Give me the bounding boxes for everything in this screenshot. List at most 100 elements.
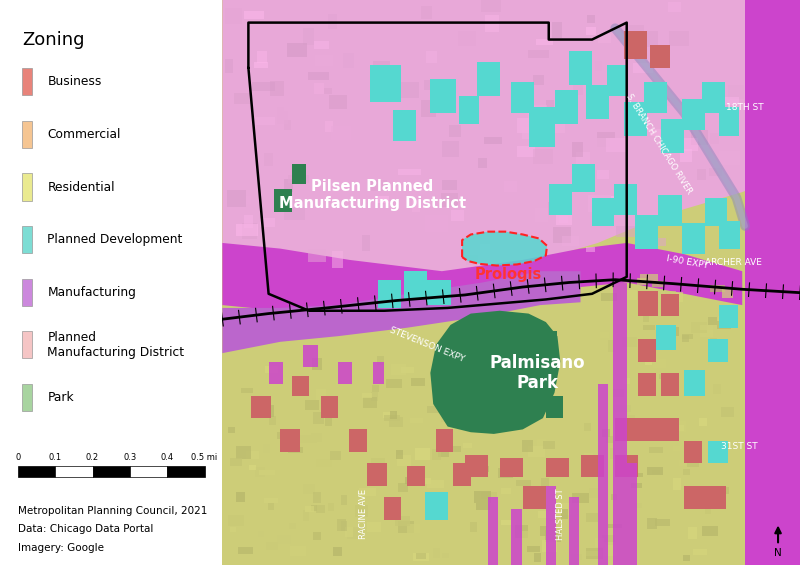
Bar <box>631 483 642 489</box>
Bar <box>638 291 658 316</box>
Bar <box>522 486 546 508</box>
Bar <box>442 141 459 157</box>
Bar <box>397 455 411 466</box>
Bar <box>586 512 598 522</box>
Bar <box>300 435 317 443</box>
Bar <box>235 224 258 236</box>
Bar <box>516 480 531 486</box>
Bar <box>653 359 666 368</box>
Bar <box>666 425 684 431</box>
Bar <box>341 495 346 505</box>
Bar <box>227 190 246 207</box>
Bar <box>234 93 251 105</box>
Bar <box>586 85 610 119</box>
Bar <box>652 470 660 475</box>
Text: Business: Business <box>47 75 102 89</box>
Bar <box>242 388 253 393</box>
Bar <box>260 218 275 227</box>
Bar <box>718 98 738 105</box>
Bar <box>22 68 32 95</box>
Bar <box>572 142 583 158</box>
Bar <box>570 554 582 560</box>
Bar <box>562 236 578 246</box>
Bar <box>254 62 268 68</box>
Bar <box>370 393 378 401</box>
Bar <box>517 146 535 157</box>
Bar <box>614 184 637 215</box>
Bar <box>477 62 500 96</box>
Bar <box>685 441 702 463</box>
Bar <box>650 129 667 136</box>
Bar <box>598 33 611 43</box>
Bar <box>498 468 513 477</box>
Bar <box>605 545 617 555</box>
Text: Imagery: Google: Imagery: Google <box>18 543 104 553</box>
Bar <box>707 339 728 362</box>
Bar <box>475 503 490 510</box>
Bar <box>651 46 668 62</box>
Bar <box>236 493 245 502</box>
Bar <box>474 490 491 502</box>
Bar <box>454 463 470 486</box>
Bar <box>346 527 363 538</box>
Bar <box>466 255 478 264</box>
Bar <box>693 549 707 555</box>
Bar <box>673 446 680 451</box>
Text: HALSTED ST: HALSTED ST <box>556 488 565 540</box>
Bar <box>367 522 381 532</box>
Bar <box>238 547 254 554</box>
Bar <box>253 118 275 125</box>
Bar <box>683 469 690 475</box>
Bar <box>22 331 32 358</box>
Bar <box>315 55 333 66</box>
Bar <box>515 525 528 537</box>
Bar <box>619 498 626 509</box>
Bar <box>705 198 726 226</box>
Bar <box>608 340 615 352</box>
Bar <box>442 553 450 558</box>
Bar <box>658 195 682 226</box>
Bar <box>305 506 314 512</box>
Bar <box>678 460 686 466</box>
Bar <box>232 197 251 203</box>
Bar <box>311 505 318 511</box>
Bar <box>690 323 707 333</box>
Bar <box>586 551 602 556</box>
Bar <box>362 235 370 250</box>
Bar <box>651 238 666 246</box>
Bar <box>569 497 579 565</box>
Bar <box>643 325 654 330</box>
Bar <box>305 401 319 410</box>
Polygon shape <box>430 311 560 434</box>
Bar <box>303 28 314 45</box>
Bar <box>602 429 610 437</box>
Bar <box>451 210 464 220</box>
Bar <box>719 305 738 328</box>
Bar <box>522 531 539 543</box>
Bar <box>430 79 456 113</box>
Bar <box>718 321 731 329</box>
Text: ARCHER AVE: ARCHER AVE <box>705 258 762 267</box>
Bar <box>687 456 699 467</box>
Bar <box>728 85 744 99</box>
Bar <box>426 51 437 63</box>
Bar <box>710 285 726 292</box>
Bar <box>93 466 130 477</box>
Bar <box>442 180 458 190</box>
Bar <box>718 316 727 324</box>
Bar <box>546 486 556 565</box>
Bar <box>279 189 287 201</box>
Bar <box>719 107 739 136</box>
Bar <box>22 226 32 253</box>
Bar <box>610 448 617 459</box>
Bar <box>386 206 399 212</box>
Bar <box>446 485 461 496</box>
Bar <box>622 25 644 40</box>
Bar <box>652 281 663 287</box>
Bar <box>538 136 550 151</box>
Bar <box>573 82 583 95</box>
Bar <box>745 0 800 565</box>
Bar <box>302 510 309 521</box>
Bar <box>698 169 706 180</box>
Bar <box>308 72 329 80</box>
